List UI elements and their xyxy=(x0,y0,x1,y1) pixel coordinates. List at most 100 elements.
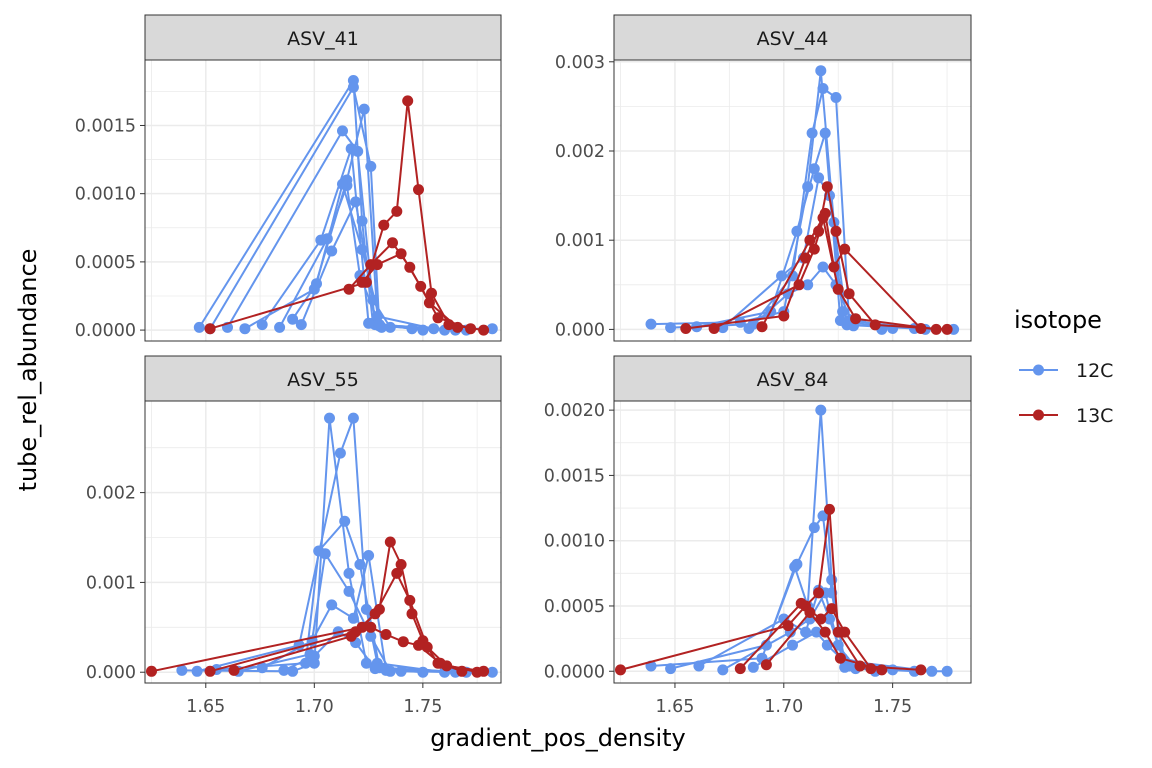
data-point-12c xyxy=(321,233,333,245)
series-13c-asv-84 xyxy=(615,503,927,676)
data-point-12c xyxy=(354,559,366,570)
data-point-13c xyxy=(426,287,437,299)
data-point-13c xyxy=(443,319,455,331)
data-point-12c xyxy=(343,585,355,597)
data-point-12c xyxy=(787,639,798,651)
data-point-12c xyxy=(345,143,357,155)
data-point-13c xyxy=(756,321,768,333)
data-point-12c xyxy=(486,666,498,678)
data-point-13c xyxy=(478,665,490,677)
data-point-13c xyxy=(760,659,772,671)
data-point-12c xyxy=(334,447,346,459)
panel-border-asv-84 xyxy=(613,400,972,684)
data-point-12c xyxy=(191,665,203,677)
data-point-12c xyxy=(665,663,677,675)
data-point-13c xyxy=(795,597,807,609)
data-point-13c xyxy=(456,665,468,677)
series-line-12c xyxy=(238,552,392,673)
data-point-13c xyxy=(680,323,692,334)
data-point-12c xyxy=(256,662,268,674)
panel-background-asv-41 xyxy=(145,60,501,341)
data-point-13c xyxy=(804,234,816,246)
data-point-12c xyxy=(406,323,418,335)
data-point-12c xyxy=(834,315,846,326)
data-point-12c xyxy=(365,630,377,642)
data-point-12c xyxy=(326,245,338,257)
data-point-13c xyxy=(826,603,838,615)
data-point-12c xyxy=(717,664,729,676)
data-point-13c xyxy=(824,503,835,515)
data-point-12c xyxy=(417,324,429,336)
data-point-13c xyxy=(915,664,927,676)
data-point-12c xyxy=(376,321,388,333)
data-point-12c xyxy=(819,127,831,139)
data-point-12c xyxy=(887,664,899,676)
data-point-13c xyxy=(793,279,805,291)
data-point-12c xyxy=(295,319,307,331)
data-point-13c xyxy=(734,663,746,675)
series-13c-asv-55 xyxy=(146,536,490,678)
legend-entry-13c: 13C xyxy=(1019,405,1113,427)
data-point-12c xyxy=(347,612,359,624)
y-tick-label: 0.0000 xyxy=(75,321,136,341)
data-point-13c xyxy=(782,620,794,632)
axis-titles: gradient_pos_density tube_rel_abundance xyxy=(14,249,686,752)
legend: isotope 12C 13C xyxy=(1014,306,1113,427)
data-point-13c xyxy=(615,664,626,676)
x-tick-label: 1.75 xyxy=(873,697,912,717)
data-point-13c xyxy=(815,613,827,625)
data-point-13c xyxy=(821,181,833,193)
y-tick-label: 0.0020 xyxy=(544,401,605,421)
strip-label-asv-44: ASV_44 xyxy=(757,28,829,50)
y-tick-label: 0.001 xyxy=(555,231,605,251)
data-point-13c xyxy=(819,626,831,638)
data-point-13c xyxy=(465,323,477,335)
data-point-12c xyxy=(363,550,375,561)
x-tick-label: 1.65 xyxy=(186,697,225,717)
series-line-13c xyxy=(739,602,872,670)
data-point-13c xyxy=(204,665,216,677)
panel-asv-84: ASV_84 0.0000 0.0005 0.0010 0.0015 0.0020 1.65… xyxy=(544,355,972,717)
y-tick-label: 0.002 xyxy=(86,484,136,504)
data-point-13c xyxy=(387,237,398,249)
data-point-12c xyxy=(837,306,849,318)
data-point-13c xyxy=(406,608,418,620)
data-point-13c xyxy=(371,259,383,271)
y-tick-label: 0.0015 xyxy=(544,466,605,486)
data-point-12c xyxy=(319,548,331,560)
data-point-13c xyxy=(423,297,435,309)
x-axis-title: gradient_pos_density xyxy=(430,724,686,752)
data-point-13c xyxy=(395,559,407,570)
data-point-13c xyxy=(843,288,855,300)
data-point-13c xyxy=(478,324,490,336)
data-point-13c xyxy=(839,243,851,255)
data-point-12c xyxy=(802,181,814,193)
data-point-12c xyxy=(343,567,355,579)
data-point-12c xyxy=(645,318,657,330)
y-tick-label: 0.0010 xyxy=(544,532,605,552)
data-point-12c xyxy=(776,270,788,282)
data-point-12c xyxy=(941,665,953,677)
data-point-13c xyxy=(434,657,446,669)
data-point-12c xyxy=(791,558,803,570)
data-point-13c xyxy=(369,608,381,620)
data-point-13c xyxy=(452,321,464,333)
data-point-12c xyxy=(356,244,368,256)
y-tick-label: 0.001 xyxy=(86,573,136,593)
data-point-12c xyxy=(428,323,440,335)
data-point-13c xyxy=(830,225,842,237)
data-point-12c xyxy=(356,215,368,227)
legend-entry-12c: 12C xyxy=(1019,360,1113,382)
data-point-12c xyxy=(278,664,290,676)
data-point-13c xyxy=(865,663,877,675)
y-tick-label: 0.000 xyxy=(86,663,136,683)
data-point-12c xyxy=(802,279,814,291)
data-point-12c xyxy=(384,321,396,333)
data-point-12c xyxy=(367,294,379,306)
series-13c-asv-44 xyxy=(680,181,953,335)
data-point-12c xyxy=(193,321,205,333)
data-point-13c xyxy=(930,323,942,335)
y-tick-label: 0.000 xyxy=(555,320,605,340)
data-point-13c xyxy=(778,310,790,322)
